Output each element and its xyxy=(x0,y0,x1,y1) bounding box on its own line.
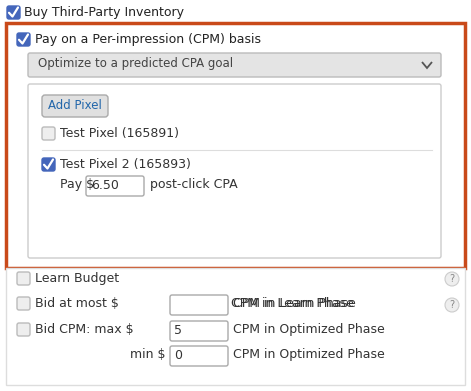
Text: CPM in Learn Phase: CPM in Learn Phase xyxy=(231,297,354,310)
Text: 0: 0 xyxy=(174,349,182,362)
Text: Add Pixel: Add Pixel xyxy=(48,99,102,112)
Text: Bid CPM: max $: Bid CPM: max $ xyxy=(35,323,134,336)
FancyBboxPatch shape xyxy=(17,297,30,310)
Bar xyxy=(6,23,465,268)
Text: Bid at most $: Bid at most $ xyxy=(35,297,119,310)
Text: Pay $: Pay $ xyxy=(60,178,94,191)
Text: min $: min $ xyxy=(130,348,165,361)
FancyBboxPatch shape xyxy=(28,84,441,258)
Text: Test Pixel 2 (165893): Test Pixel 2 (165893) xyxy=(60,158,191,171)
FancyBboxPatch shape xyxy=(170,346,228,366)
Text: Optimize to a predicted CPA goal: Optimize to a predicted CPA goal xyxy=(38,57,233,70)
Text: CPM in Learn Phase: CPM in Learn Phase xyxy=(233,297,356,310)
FancyBboxPatch shape xyxy=(42,127,55,140)
Text: CPM in Optimized Phase: CPM in Optimized Phase xyxy=(233,348,385,361)
Text: post-click CPA: post-click CPA xyxy=(150,178,238,191)
Circle shape xyxy=(445,298,459,312)
Text: Learn Budget: Learn Budget xyxy=(35,272,119,285)
FancyBboxPatch shape xyxy=(170,321,228,341)
FancyBboxPatch shape xyxy=(42,95,108,117)
FancyBboxPatch shape xyxy=(42,158,55,171)
Text: Test Pixel (165891): Test Pixel (165891) xyxy=(60,127,179,140)
FancyBboxPatch shape xyxy=(28,53,441,77)
Text: ?: ? xyxy=(449,300,455,310)
Circle shape xyxy=(445,272,459,286)
FancyBboxPatch shape xyxy=(17,33,30,46)
Text: Buy Third-Party Inventory: Buy Third-Party Inventory xyxy=(24,6,184,19)
Text: 5: 5 xyxy=(174,324,182,337)
Text: Pay on a Per-impression (CPM) basis: Pay on a Per-impression (CPM) basis xyxy=(35,33,261,46)
FancyBboxPatch shape xyxy=(86,176,144,196)
Text: 6.50: 6.50 xyxy=(91,179,119,192)
Text: ?: ? xyxy=(449,274,455,284)
FancyBboxPatch shape xyxy=(17,272,30,285)
FancyBboxPatch shape xyxy=(17,323,30,336)
Text: CPM in Optimized Phase: CPM in Optimized Phase xyxy=(233,323,385,336)
FancyBboxPatch shape xyxy=(170,295,228,315)
Bar xyxy=(6,268,465,385)
FancyBboxPatch shape xyxy=(7,6,20,19)
